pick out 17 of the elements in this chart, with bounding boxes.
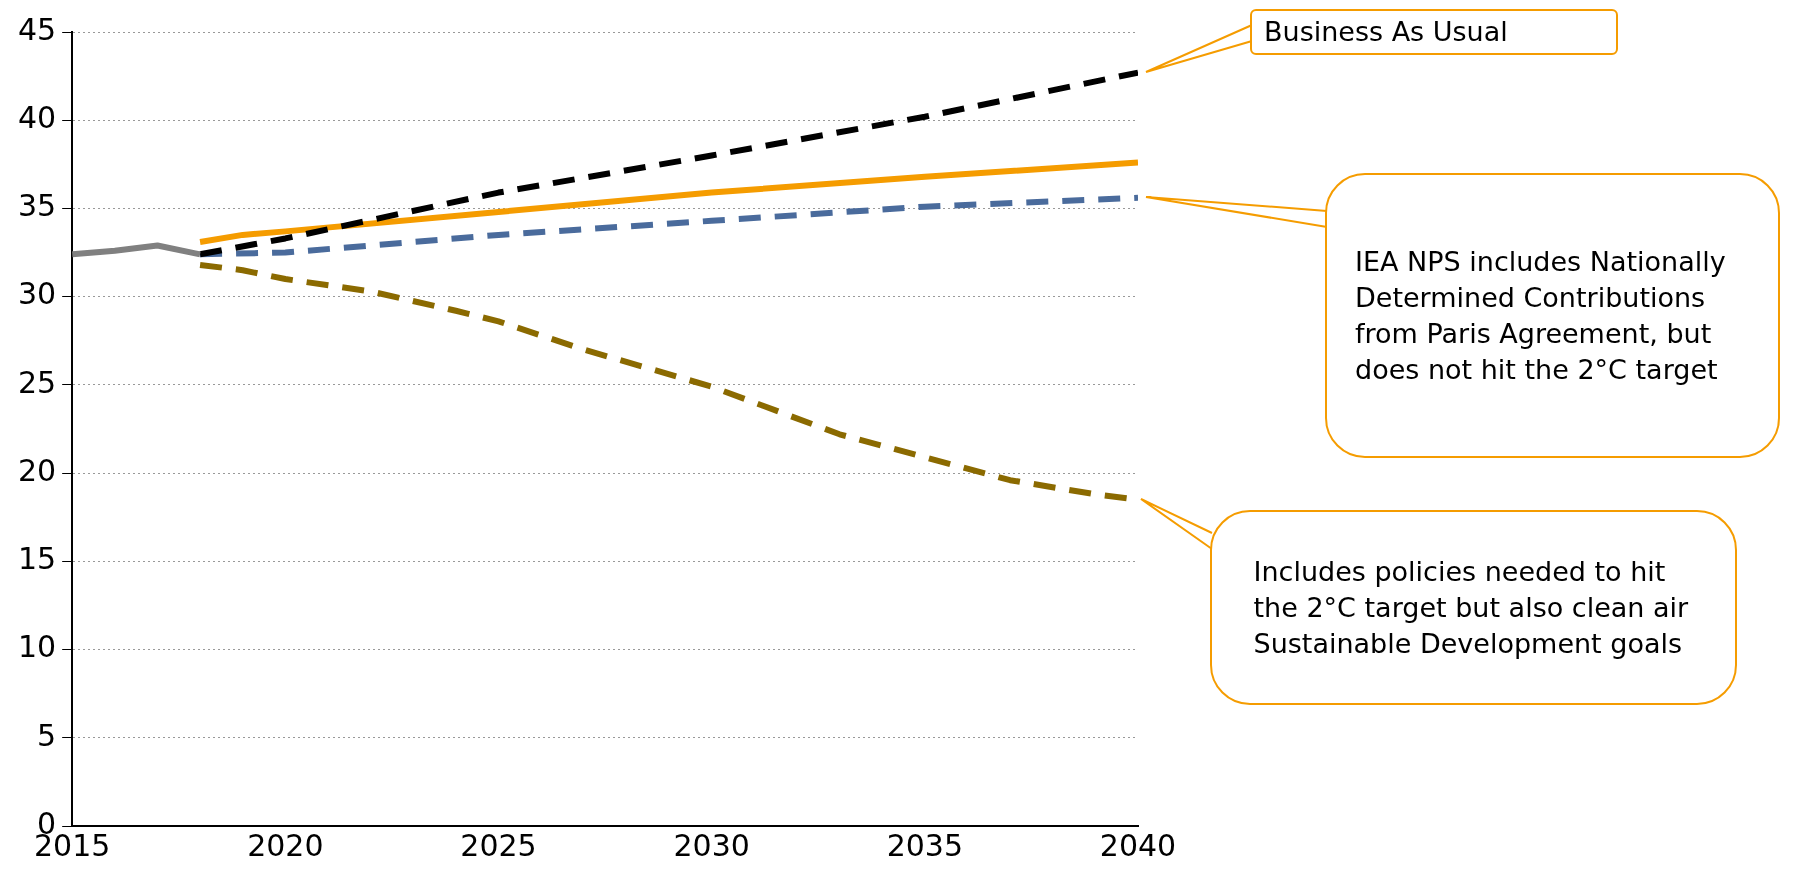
y-tick-label: 10 — [17, 629, 57, 665]
text: Includes policies needed to hit the 2°C target but also clean air Sustainable Development goals — [1253, 554, 1690, 661]
y-tick-label: 25 — [17, 364, 57, 400]
y-tick-label: 20 — [17, 452, 57, 488]
y-tick-label: 30 — [17, 276, 57, 312]
text: Business As Usual — [1264, 15, 1509, 49]
y-tick-label: 40 — [17, 100, 57, 136]
y-tick-label: 15 — [17, 541, 57, 577]
x-tick-label: 2040 — [1099, 827, 1177, 863]
y-tick-label: 45 — [17, 11, 57, 47]
x-tick-label: 2020 — [247, 827, 324, 863]
x-tick-label: 2025 — [460, 827, 537, 863]
y-tick-label: 5 — [37, 717, 57, 753]
text: IEA NPS includes Nationally Determined Contributions from Paris Agreement, but does not hit the 2°C target — [1355, 244, 1727, 387]
x-tick-label: 2030 — [673, 827, 750, 863]
y-tick-label: 35 — [17, 188, 57, 224]
x-tick-label: 2035 — [886, 827, 964, 863]
